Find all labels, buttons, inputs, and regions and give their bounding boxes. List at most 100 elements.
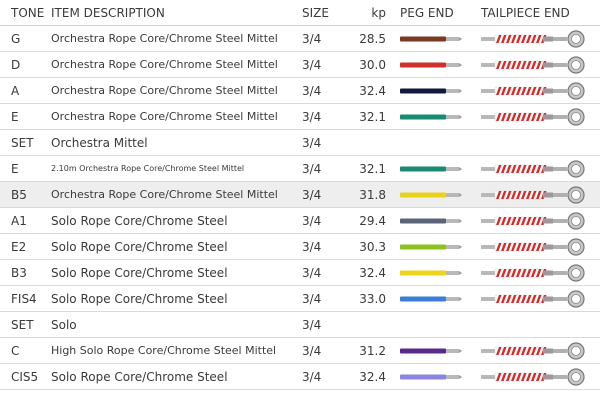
peg-end-cell bbox=[400, 286, 462, 311]
peg-end-icon bbox=[400, 296, 462, 301]
peg-end-cell bbox=[400, 130, 462, 155]
tailpiece-end-cell bbox=[481, 260, 587, 285]
size-cell: 3/4 bbox=[302, 187, 322, 202]
kp-cell: 28.5 bbox=[359, 31, 386, 46]
tailpiece-end-icon bbox=[481, 237, 585, 256]
table-row: A Orchestra Rope Core/Chrome Steel Mittel… bbox=[0, 78, 600, 104]
tailpiece-end-icon bbox=[481, 263, 585, 282]
tailpiece-end-cell bbox=[481, 182, 587, 207]
peg-end-cell bbox=[400, 234, 462, 259]
peg-end-cell bbox=[400, 26, 462, 51]
peg-end-icon bbox=[400, 218, 462, 223]
strings-table: TONE ITEM DESCRIPTION SIZE kp PEG END TA… bbox=[0, 5, 600, 390]
kp-cell: 30.3 bbox=[359, 239, 386, 254]
description-cell: 2.10m Orchestra Rope Core/Chrome Steel M… bbox=[51, 164, 245, 173]
peg-end-icon bbox=[400, 62, 462, 67]
peg-end-cell bbox=[400, 78, 462, 103]
table-row: SET Solo 3/4 bbox=[0, 312, 600, 338]
peg-end-icon bbox=[400, 348, 462, 353]
peg-end-cell bbox=[400, 104, 462, 129]
kp-cell: 32.1 bbox=[359, 109, 386, 124]
table-row: A1 Solo Rope Core/Chrome Steel 3/4 29.4 bbox=[0, 208, 600, 234]
peg-end-icon bbox=[400, 166, 462, 171]
table-row: G Orchestra Rope Core/Chrome Steel Mittel… bbox=[0, 26, 600, 52]
description-cell: Solo bbox=[51, 317, 77, 332]
kp-cell: 32.4 bbox=[359, 369, 386, 384]
description-cell: Orchestra Rope Core/Chrome Steel Mittel bbox=[51, 58, 278, 71]
kp-cell bbox=[342, 130, 386, 155]
tone-cell: C bbox=[11, 343, 20, 358]
kp-cell: 30.0 bbox=[359, 57, 386, 72]
table-row: D Orchestra Rope Core/Chrome Steel Mittel… bbox=[0, 52, 600, 78]
peg-end-icon bbox=[400, 374, 462, 379]
size-cell: 3/4 bbox=[302, 317, 322, 332]
tone-cell: B5 bbox=[11, 187, 27, 202]
table-row: SET Orchestra Mittel 3/4 bbox=[0, 130, 600, 156]
peg-end-cell bbox=[400, 182, 462, 207]
description-cell: Solo Rope Core/Chrome Steel bbox=[51, 369, 228, 384]
description-cell: Orchestra Rope Core/Chrome Steel Mittel bbox=[51, 188, 278, 201]
table-row: B3 Solo Rope Core/Chrome Steel 3/4 32.4 bbox=[0, 260, 600, 286]
table-row: B5 Orchestra Rope Core/Chrome Steel Mitte… bbox=[0, 182, 600, 208]
tailpiece-end-cell bbox=[481, 130, 587, 155]
size-cell: 3/4 bbox=[302, 369, 322, 384]
tailpiece-end-cell bbox=[481, 104, 587, 129]
tone-cell: SET bbox=[11, 135, 34, 150]
kp-cell: 32.1 bbox=[359, 161, 386, 176]
tailpiece-end-cell bbox=[481, 78, 587, 103]
tailpiece-end-cell bbox=[481, 286, 587, 311]
peg-end-cell bbox=[400, 338, 462, 363]
kp-cell: 33.0 bbox=[359, 291, 386, 306]
tailpiece-end-cell bbox=[481, 208, 587, 233]
description-cell: Orchestra Mittel bbox=[51, 135, 148, 150]
description-cell: Orchestra Rope Core/Chrome Steel Mittel bbox=[51, 110, 278, 123]
peg-end-icon bbox=[400, 244, 462, 249]
kp-cell: 32.4 bbox=[359, 83, 386, 98]
tailpiece-end-icon bbox=[481, 159, 585, 178]
tone-cell: CIS5 bbox=[11, 369, 39, 384]
peg-end-cell bbox=[400, 364, 462, 389]
peg-end-cell bbox=[400, 52, 462, 77]
table-row: E2 Solo Rope Core/Chrome Steel 3/4 30.3 bbox=[0, 234, 600, 260]
tailpiece-end-icon bbox=[481, 185, 585, 204]
header-description: ITEM DESCRIPTION bbox=[51, 5, 165, 20]
size-cell: 3/4 bbox=[302, 31, 322, 46]
tone-cell: B3 bbox=[11, 265, 27, 280]
peg-end-icon bbox=[400, 270, 462, 275]
description-cell: High Solo Rope Core/Chrome Steel Mittel bbox=[51, 344, 277, 357]
kp-cell: 29.4 bbox=[359, 213, 386, 228]
tone-cell: E bbox=[11, 109, 19, 124]
peg-end-icon bbox=[400, 88, 462, 93]
tone-cell: A bbox=[11, 83, 20, 98]
table-row: C High Solo Rope Core/Chrome Steel Mittel… bbox=[0, 338, 600, 364]
peg-end-icon bbox=[400, 36, 462, 41]
description-cell: Solo Rope Core/Chrome Steel bbox=[51, 239, 228, 254]
header-tailpiece-end: TAILPIECE END bbox=[481, 5, 570, 20]
tailpiece-end-cell bbox=[481, 338, 587, 363]
tailpiece-end-cell bbox=[481, 156, 587, 181]
size-cell: 3/4 bbox=[302, 83, 322, 98]
tailpiece-end-icon bbox=[481, 81, 585, 100]
header-kp: kp bbox=[371, 5, 386, 20]
tailpiece-end-icon bbox=[481, 289, 585, 308]
kp-cell: 32.4 bbox=[359, 265, 386, 280]
table-row: CIS5 Solo Rope Core/Chrome Steel 3/4 32.4 bbox=[0, 364, 600, 390]
header-tone: TONE bbox=[11, 5, 45, 20]
table-row: E Orchestra Rope Core/Chrome Steel Mittel… bbox=[0, 104, 600, 130]
kp-cell: 31.2 bbox=[359, 343, 386, 358]
tone-cell: E bbox=[11, 161, 19, 176]
size-cell: 3/4 bbox=[302, 161, 322, 176]
tailpiece-end-icon bbox=[481, 341, 585, 360]
tailpiece-end-cell bbox=[481, 234, 587, 259]
size-cell: 3/4 bbox=[302, 291, 322, 306]
tailpiece-end-cell bbox=[481, 364, 587, 389]
size-cell: 3/4 bbox=[302, 109, 322, 124]
tailpiece-end-cell bbox=[481, 26, 587, 51]
tailpiece-end-icon bbox=[481, 29, 585, 48]
tailpiece-end-icon bbox=[481, 55, 585, 74]
size-cell: 3/4 bbox=[302, 343, 322, 358]
header-peg-end: PEG END bbox=[400, 5, 454, 20]
tailpiece-end-cell bbox=[481, 312, 587, 337]
description-cell: Solo Rope Core/Chrome Steel bbox=[51, 213, 228, 228]
description-cell: Solo Rope Core/Chrome Steel bbox=[51, 291, 228, 306]
